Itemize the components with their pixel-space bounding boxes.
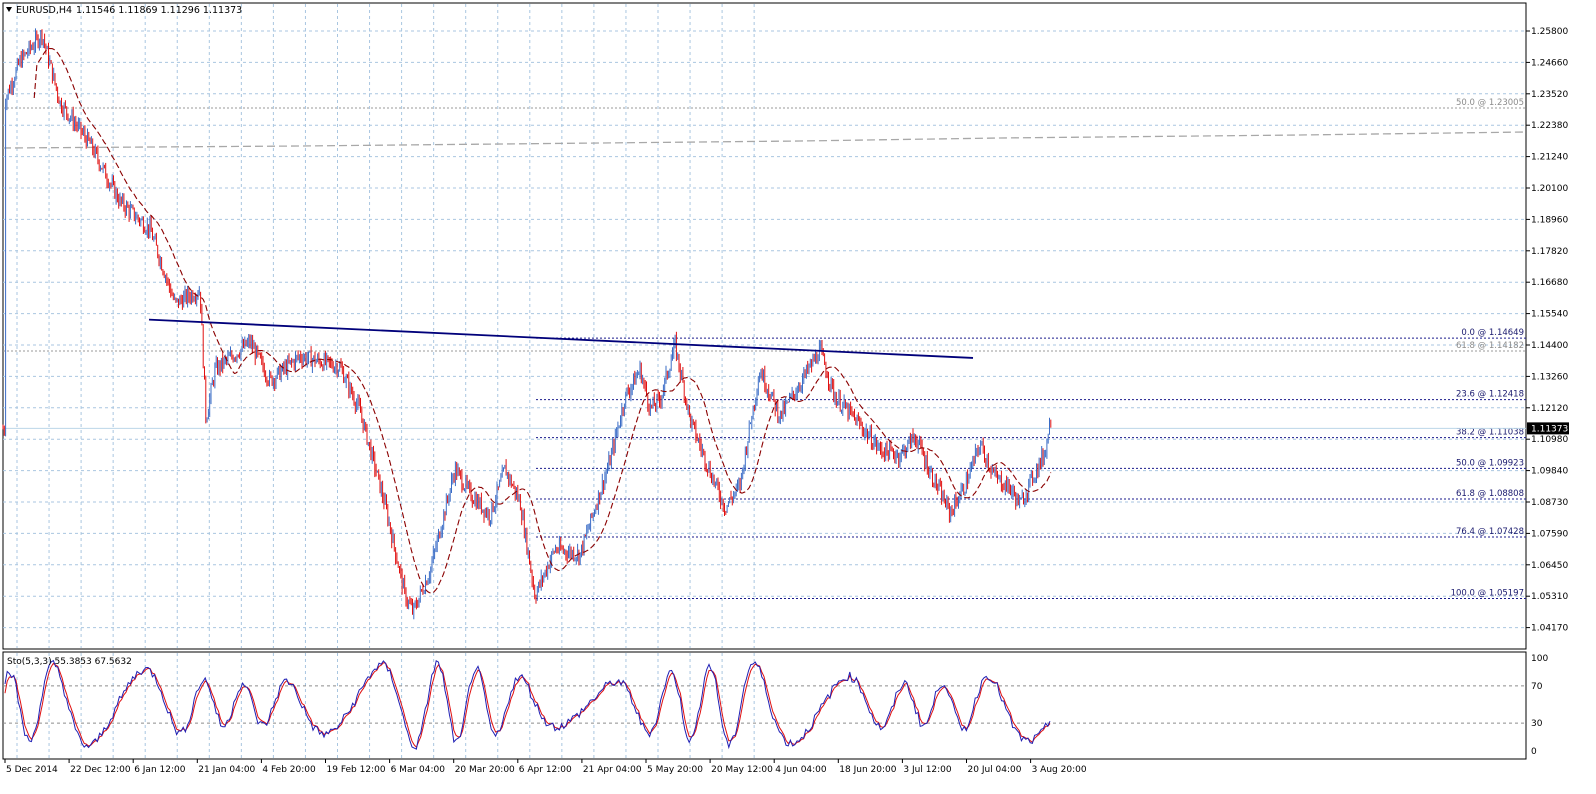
fibonacci-levels: 0.0 @ 1.14649 23.6 @ 1.12418 38.2 @ 1.1103… [2, 98, 1527, 599]
chart-header: EURUSD,H4 1.11546 1.11869 1.11296 1.1137… [6, 5, 242, 16]
fib-upper-label: 50.0 @ 1.23005 [1456, 98, 1524, 108]
current-price-marker [1527, 422, 1569, 435]
time-tick-label: 6 Apr 12:00 [519, 765, 572, 775]
price-tick-label: 1.14400 [1531, 341, 1568, 351]
ohlc-values: 1.11546 1.11869 1.11296 1.11373 [76, 5, 242, 16]
time-tick-label: 5 Dec 2014 [6, 765, 58, 775]
fib-level-label: 0.0 @ 1.14649 [1461, 328, 1524, 338]
price-tick-label: 1.12120 [1531, 404, 1568, 414]
price-tick-label: 1.25800 [1531, 27, 1568, 37]
time-tick-label: 22 Dec 12:00 [70, 765, 131, 775]
price-tick-label: 1.17820 [1531, 247, 1568, 257]
ma-line [33, 47, 1052, 594]
axes: 1.25800 1.24660 1.23520 1.22380 1.21240 1.201… [4, 27, 1569, 775]
fib-upper-label: 61.8 @ 1.14182 [1456, 341, 1524, 351]
osc-level-label: 70 [1531, 682, 1543, 692]
trendline-segment [148, 318, 974, 359]
fib-level-label: 23.6 @ 1.12418 [1456, 390, 1524, 400]
stochastic-main-line [4, 659, 1051, 750]
osc-level-label: 0 [1531, 747, 1537, 757]
price-tick-label: 1.09840 [1531, 467, 1568, 477]
fib-level-label: 100.0 @ 1.05197 [1451, 588, 1524, 598]
price-tick-label: 1.24660 [1531, 58, 1568, 68]
time-tick-label: 5 May 20:00 [647, 765, 703, 775]
time-tick-label: 20 Mar 20:00 [455, 765, 515, 775]
trendline[interactable] [148, 318, 974, 359]
stochastic-oscillator [4, 659, 1051, 750]
stochastic-signal-line [4, 662, 1051, 749]
price-tick-label: 1.16680 [1531, 278, 1568, 288]
time-tick-label: 20 May 12:00 [711, 765, 773, 775]
price-tick-label: 1.22380 [1531, 121, 1568, 131]
price-tick-label: 1.18960 [1531, 215, 1568, 225]
price-tick-label: 1.23520 [1531, 90, 1568, 100]
time-tick-label: 20 Jul 04:00 [968, 765, 1022, 775]
price-tick-label: 1.21240 [1531, 153, 1568, 163]
dropdown-triangle-icon[interactable] [6, 7, 12, 12]
price-tick-label: 1.13260 [1531, 372, 1568, 382]
price-tick-label: 1.07590 [1531, 529, 1568, 539]
fib-level-label: 76.4 @ 1.07428 [1456, 527, 1524, 537]
current-price-label: 1.11373 [1531, 424, 1568, 434]
fib-level-label: 50.0 @ 1.09923 [1456, 458, 1524, 468]
moving-average [33, 47, 1052, 594]
price-tick-label: 1.05310 [1531, 592, 1568, 602]
price-tick-label: 1.10980 [1531, 435, 1568, 445]
price-pane [2, 2, 1527, 650]
time-tick-label: 3 Aug 20:00 [1032, 765, 1087, 775]
symbol-label: EURUSD,H4 [16, 5, 72, 16]
time-tick-label: 4 Feb 20:00 [262, 765, 316, 775]
time-tick-label: 3 Jul 12:00 [903, 765, 952, 775]
time-tick-label: 19 Feb 12:00 [327, 765, 386, 775]
time-tick-label: 6 Jan 12:00 [134, 765, 186, 775]
osc-level-label: 30 [1531, 719, 1543, 729]
time-tick-label: 21 Jan 04:00 [198, 765, 255, 775]
time-tick-label: 6 Mar 04:00 [391, 765, 446, 775]
price-tick-label: 1.06450 [1531, 561, 1568, 571]
price-tick-label: 1.08730 [1531, 498, 1568, 508]
fib-level-label: 61.8 @ 1.08808 [1456, 489, 1524, 499]
price-tick-label: 1.20100 [1531, 184, 1568, 194]
oscillator-pane [2, 651, 1527, 760]
time-tick-label: 21 Apr 04:00 [583, 765, 642, 775]
fib-level-label: 38.2 @ 1.11038 [1456, 428, 1524, 438]
grid [3, 4, 1526, 758]
price-tick-label: 1.15540 [1531, 310, 1568, 320]
time-tick-label: 4 Jun 04:00 [775, 765, 827, 775]
price-tick-label: 1.04170 [1531, 624, 1568, 634]
osc-level-label: 100 [1531, 654, 1548, 664]
long-term-ma-line [2, 131, 1527, 149]
stochastic-label: Sto(5,3,3) 55.3853 67.5632 [7, 657, 132, 667]
time-tick-label: 18 Jun 20:00 [839, 765, 896, 775]
